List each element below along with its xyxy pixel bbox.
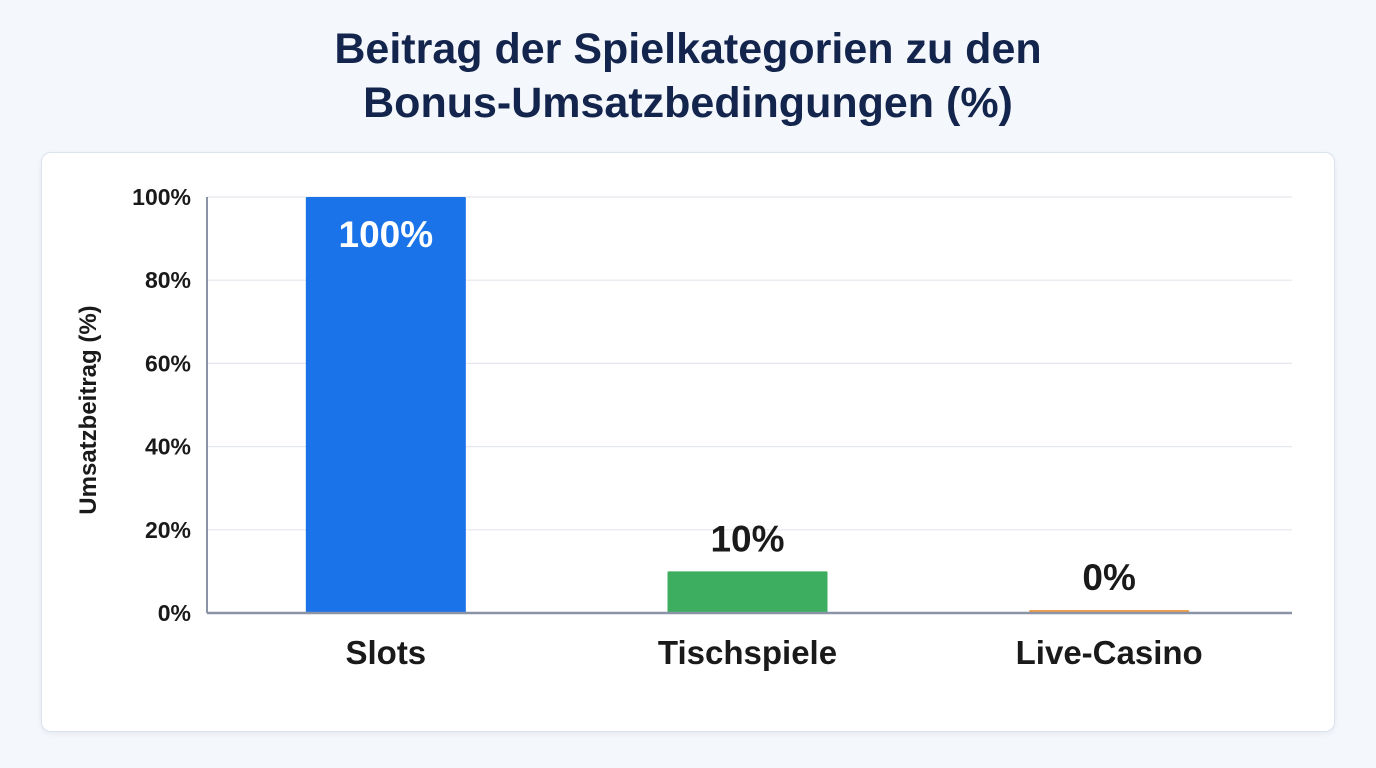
- bar-slots: [305, 197, 466, 613]
- y-tick-label: 60%: [145, 350, 191, 376]
- y-tick-label: 80%: [145, 267, 191, 293]
- bar-tischspiele: [667, 571, 828, 613]
- chart-title-line-2: Bonus-Umsatzbedingungen (%): [363, 79, 1013, 127]
- data-label: 100%: [339, 214, 434, 255]
- x-tick-label: Slots: [345, 634, 426, 671]
- y-tick-label: 40%: [145, 434, 191, 460]
- y-tick-label: 0%: [158, 600, 191, 626]
- y-axis-label: Umsatzbeitrag (%): [75, 305, 102, 514]
- y-tick-label: 100%: [132, 184, 191, 210]
- chart-card: [41, 152, 1335, 732]
- chart-title-line-1: Beitrag der Spielkategorien zu den: [334, 25, 1042, 73]
- y-tick-label: 20%: [145, 517, 191, 543]
- chart-title: Beitrag der Spielkategorien zu den Bonus…: [0, 22, 1376, 130]
- x-tick-label: Tischspiele: [658, 634, 837, 671]
- x-tick-label: Live-Casino: [1016, 634, 1203, 671]
- data-label: 10%: [710, 518, 784, 559]
- data-label: 0%: [1082, 557, 1135, 598]
